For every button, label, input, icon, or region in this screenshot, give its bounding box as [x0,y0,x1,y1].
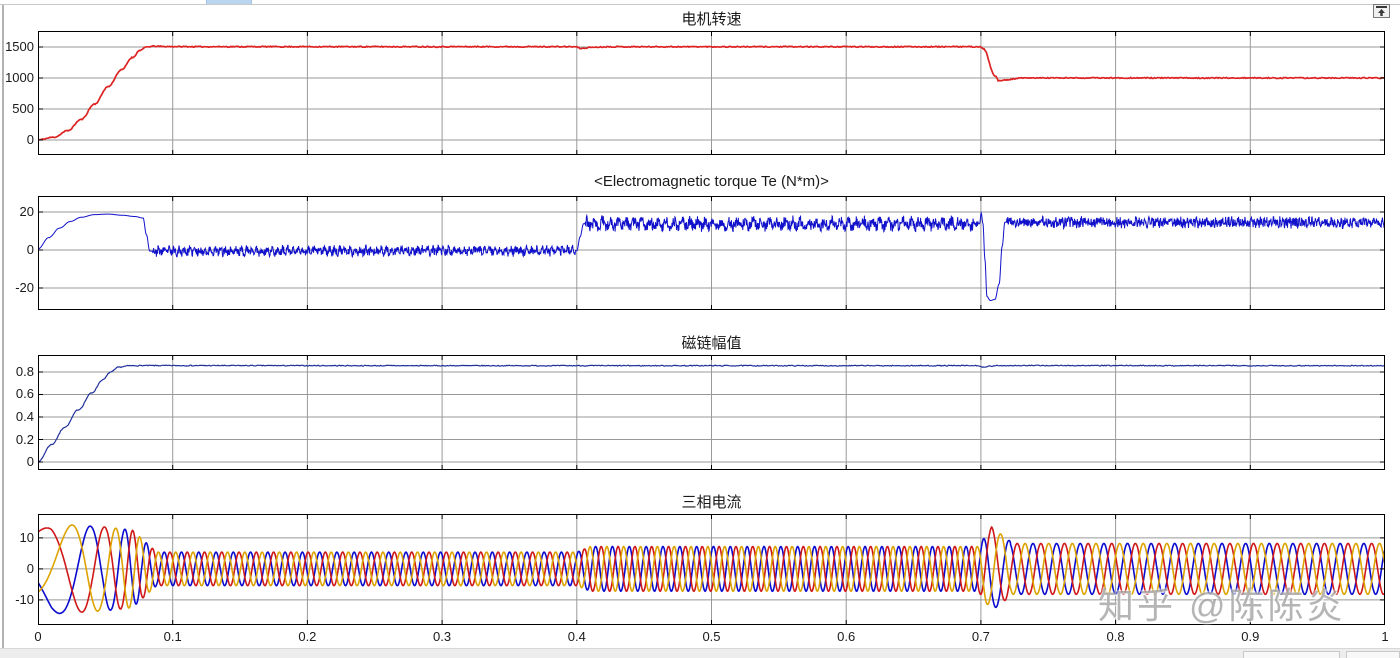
phase-red [38,525,1385,613]
x-tick-label: 0 [34,629,42,644]
dock-arrow-icon [1376,6,1387,16]
motor-speed-plot [38,31,1385,155]
y-tick-label: -20 [15,279,34,295]
x-tick-label: 0.4 [567,629,586,644]
x-tick-label: 0.5 [702,629,721,644]
y-tick-label: 10 [19,529,34,545]
plot-title-currents: 三相电流 [681,494,742,511]
x-tick-label: 0.7 [971,629,990,644]
y-tick-label: 0 [26,560,34,576]
bottom-bar-segment [1243,651,1340,658]
x-tick-label: 0.3 [433,629,452,644]
toolbar-remnant [206,0,252,4]
window-bottom-bar [0,648,1400,658]
x-tick-label: 0.6 [837,629,856,644]
y-tick-label: 0.2 [15,431,34,447]
y-tick-label: 0.4 [15,409,34,424]
y-tick-label: 0.6 [15,386,34,402]
y-tick-label: 0 [26,241,34,257]
bottom-bar-segment [1346,651,1400,658]
y-tick-label: 1500 [5,38,34,54]
dock-button[interactable] [1373,4,1390,18]
flux-plot [38,355,1385,470]
x-tick-label: 0.1 [163,629,182,644]
y-tick-label: 0.8 [15,363,34,379]
y-tick-label: -10 [15,591,34,607]
x-tick-label: 0.8 [1106,629,1125,644]
plot-title-flux: 磁链幅值 [681,335,742,352]
x-tick-label: 1 [1381,629,1389,644]
plot-title-motor-speed: 电机转速 [681,11,742,28]
phase-yellow [38,524,1385,612]
watermark: 知乎 @陈陈炎 [1098,585,1346,626]
y-tick-label: 20 [19,203,34,219]
window-left-edge [2,5,4,648]
y-tick-label: 1000 [5,69,34,85]
three-phase-current-plot [38,514,1385,625]
x-tick-label: 0.2 [298,629,317,644]
torque-plot [38,196,1385,310]
y-tick-label: 500 [12,100,34,116]
y-tick-label: 0 [26,454,34,469]
x-tick-label: 0.9 [1241,629,1260,644]
window-top-edge [0,4,1400,5]
plot-title-torque: <Electromagnetic torque Te (N*m)> [594,173,829,190]
y-tick-label: 0 [26,131,34,147]
